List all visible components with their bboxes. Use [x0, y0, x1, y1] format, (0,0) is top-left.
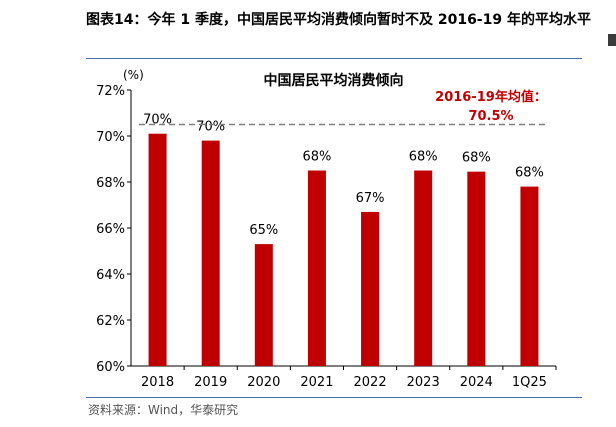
bar [520, 186, 539, 366]
y-tick-label: 66% [96, 222, 125, 237]
reference-label-line2: 70.5% [468, 109, 513, 124]
chart-axes: 60% 62% 64% 66% 68% 70% 72% 2018 2019 2020 2021 202… [96, 84, 557, 390]
data-label: 68% [302, 150, 331, 165]
x-tick-label: 2020 [247, 375, 280, 390]
y-tick-label: 72% [96, 84, 125, 99]
bar [254, 244, 273, 366]
data-label: 67% [356, 191, 385, 206]
y-tick-label: 64% [96, 268, 125, 283]
chart-title: 中国居民平均消费倾向 [264, 72, 404, 89]
figure-title-text: 今年 1 季度，中国居民平均消费倾向暂时不及 2016-19 年的平均水平 [147, 12, 591, 28]
x-tick-label: 2021 [300, 375, 333, 390]
figure-title: 图表14：今年 1 季度，中国居民平均消费倾向暂时不及 2016-19 年的平均… [86, 8, 596, 32]
data-label: 70% [143, 113, 172, 128]
x-tick-label: 2023 [407, 375, 440, 390]
x-tick-label: 2022 [354, 375, 387, 390]
reference-line-group: 2016-19年均值： 70.5% [139, 89, 547, 126]
x-tick-label: 2019 [194, 375, 227, 390]
reference-label-line1: 2016-19年均值： [435, 89, 547, 105]
bar [414, 170, 433, 366]
title-divider [86, 58, 582, 59]
data-label: 65% [249, 223, 278, 238]
bar [307, 170, 326, 366]
x-tick-label: 2018 [141, 375, 174, 390]
data-label: 68% [462, 151, 491, 166]
data-label: 68% [409, 150, 438, 165]
source-divider [86, 397, 582, 398]
y-tick-label: 62% [96, 314, 125, 329]
bar [148, 133, 167, 366]
chart-bars [148, 133, 539, 366]
y-tick-label: 60% [96, 360, 125, 375]
source-note: 资料来源：Wind，华泰研究 [88, 403, 239, 417]
bar [361, 211, 380, 366]
adjacent-panel-edge [608, 34, 616, 46]
data-label: 68% [515, 166, 544, 181]
x-tick-label: 2024 [460, 375, 493, 390]
bar [467, 171, 486, 366]
y-tick-label: 70% [96, 130, 125, 145]
figure-label: 图表14： [86, 12, 148, 28]
y-tick-label: 68% [96, 176, 125, 191]
x-tick-label: 1Q25 [512, 375, 547, 390]
data-label: 70% [196, 120, 225, 135]
y-axis-unit: (%) [123, 68, 144, 82]
bar [201, 140, 220, 366]
